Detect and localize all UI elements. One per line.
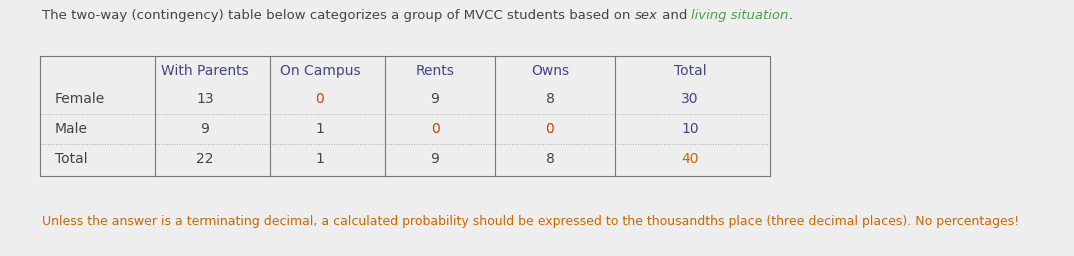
Text: 40: 40 [681, 152, 699, 166]
Text: 30: 30 [681, 92, 699, 106]
Text: With Parents: With Parents [161, 64, 249, 78]
Text: living situation: living situation [692, 9, 788, 22]
Text: 8: 8 [546, 152, 554, 166]
Text: 22: 22 [197, 152, 214, 166]
Text: .: . [788, 9, 793, 22]
Text: Unless the answer is a terminating decimal, a calculated probability should be e: Unless the answer is a terminating decim… [42, 215, 1019, 228]
Text: Male: Male [55, 122, 88, 136]
Text: 1: 1 [316, 152, 324, 166]
Text: 0: 0 [431, 122, 439, 136]
Text: The two-way (contingency) table below categorizes a group of MVCC students based: The two-way (contingency) table below ca… [42, 9, 635, 22]
Text: Rents: Rents [416, 64, 454, 78]
Text: Total: Total [673, 64, 707, 78]
Text: 0: 0 [316, 92, 324, 106]
Text: 13: 13 [197, 92, 214, 106]
Text: and: and [657, 9, 692, 22]
Text: 9: 9 [201, 122, 209, 136]
Text: Female: Female [55, 92, 105, 106]
Text: 9: 9 [431, 92, 439, 106]
Text: Owns: Owns [531, 64, 569, 78]
Text: sex: sex [635, 9, 657, 22]
Text: 9: 9 [431, 152, 439, 166]
Text: 0: 0 [546, 122, 554, 136]
Text: 10: 10 [681, 122, 699, 136]
Text: 8: 8 [546, 92, 554, 106]
Text: Total: Total [55, 152, 88, 166]
Text: 1: 1 [316, 122, 324, 136]
Text: On Campus: On Campus [279, 64, 360, 78]
